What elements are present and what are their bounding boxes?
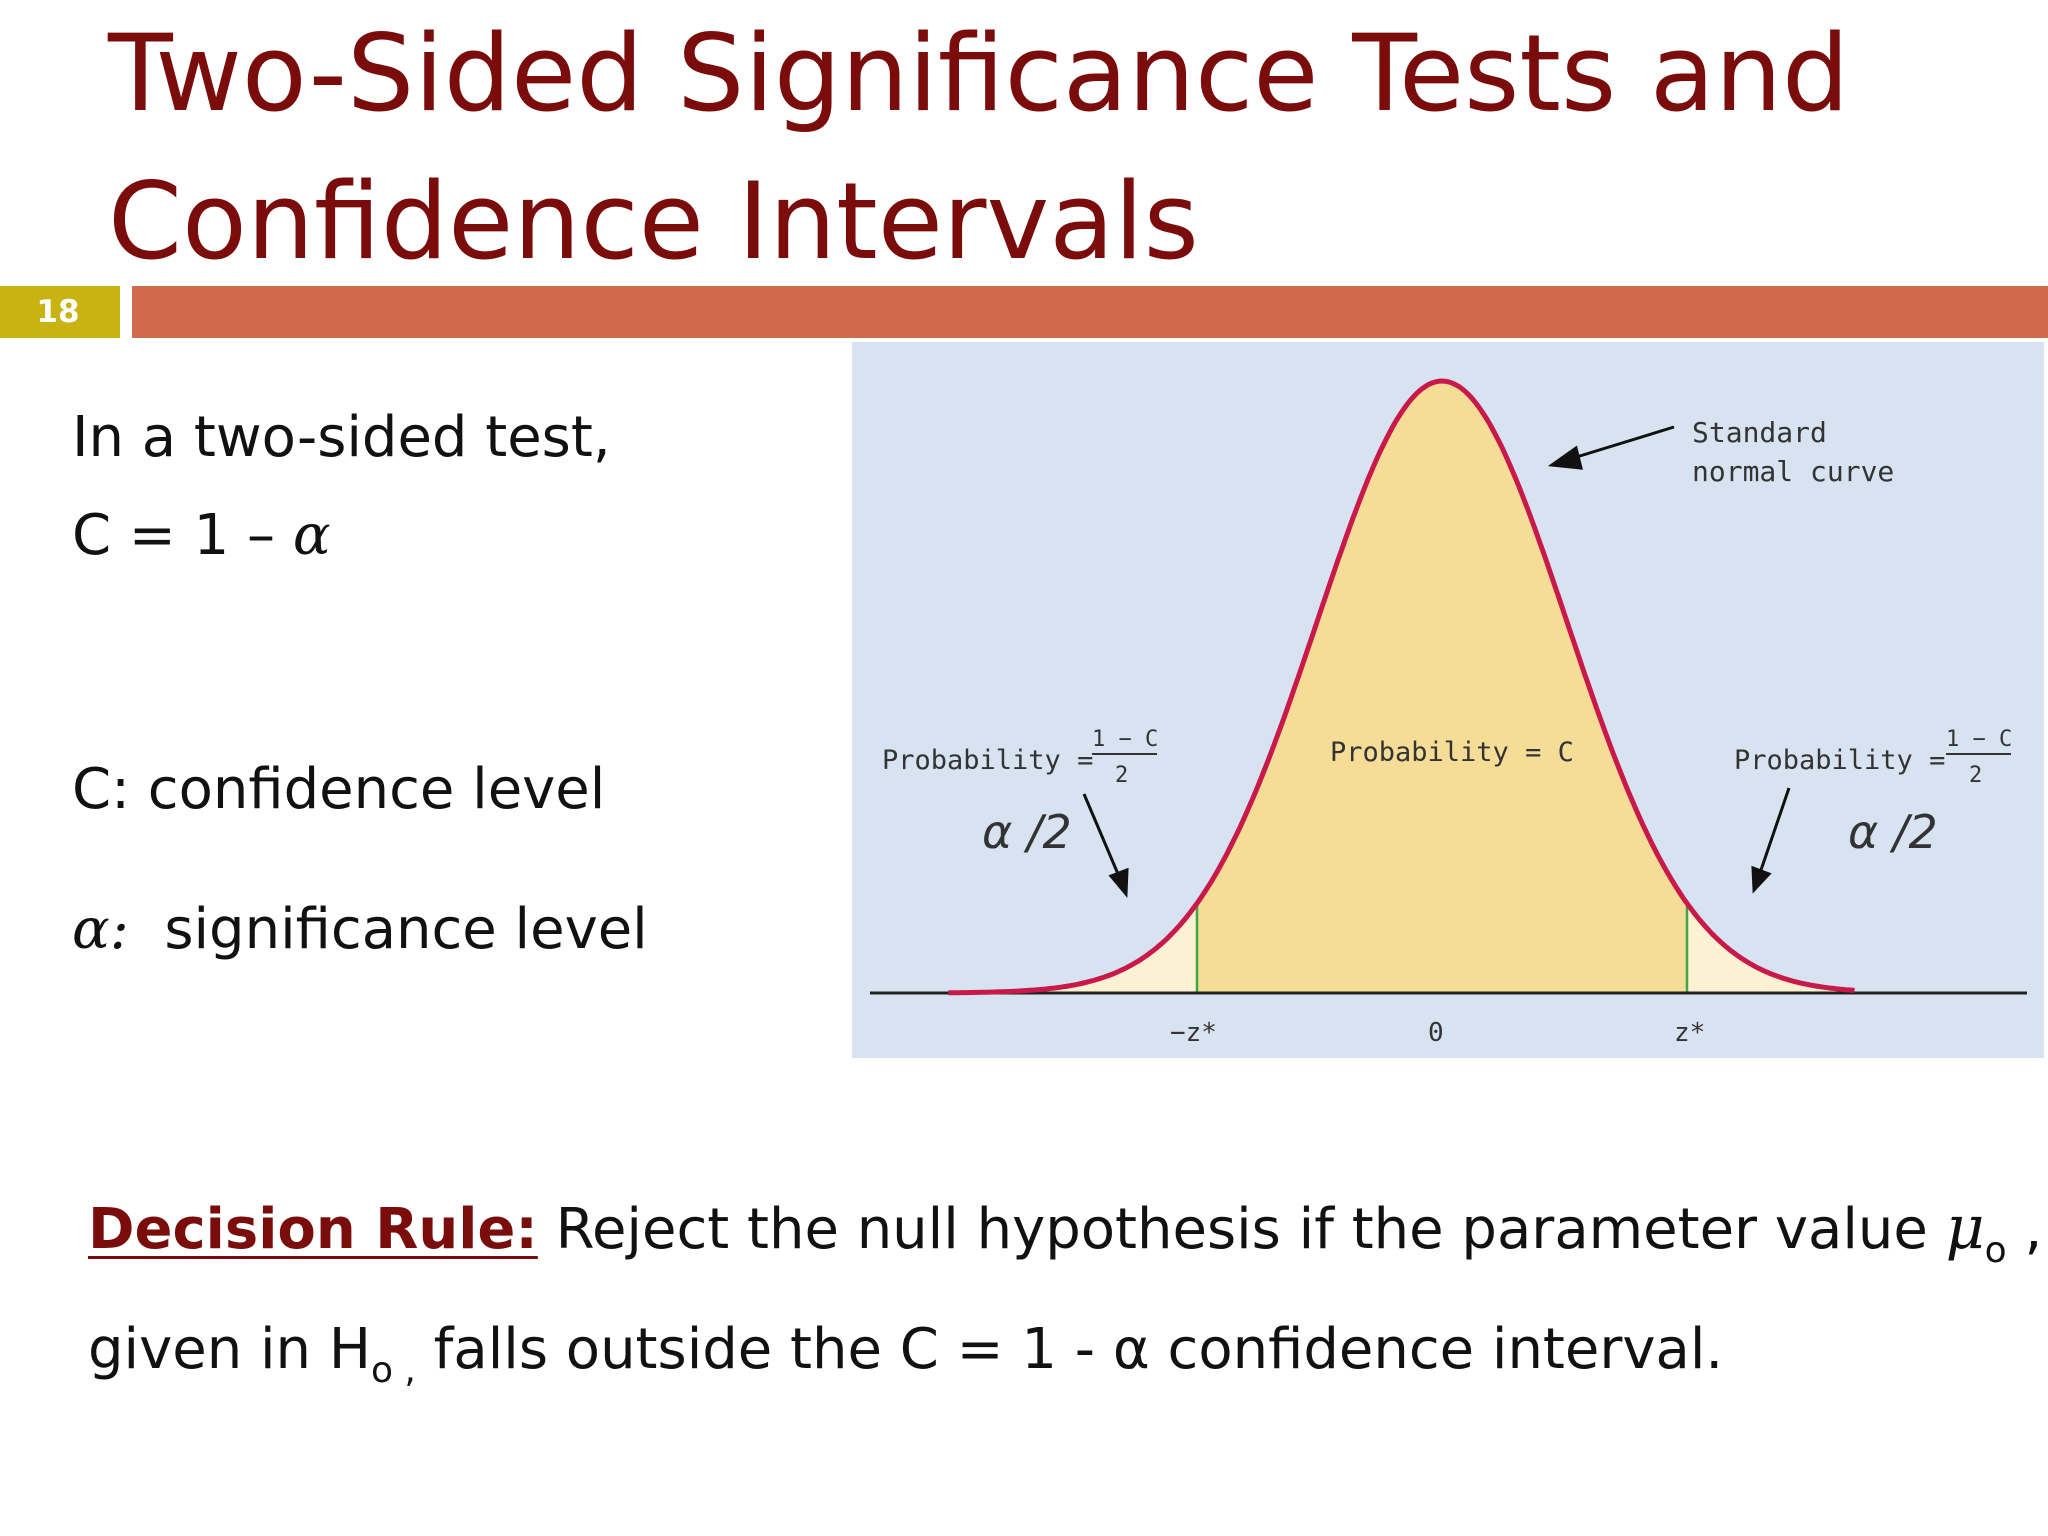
decision-rule-text1: Reject the null hypothesis if the parame… (537, 1197, 1946, 1262)
curve-label-arrow-line (1569, 425, 1675, 461)
confidence-level-definition: C: confidence level (72, 762, 605, 818)
significance-level-definition: α: significance level (72, 902, 648, 958)
decision-rule-heading: Decision Rule: (88, 1197, 538, 1262)
tick-label-z: z* (1674, 1018, 1705, 1048)
decision-rule-text2: , (2006, 1197, 2043, 1262)
significance-level-text: significance level (164, 897, 648, 962)
slide-number: 18 (0, 286, 120, 338)
left-probability-denominator: 2 (1115, 763, 1128, 788)
curve-label-arrowhead (1547, 445, 1583, 470)
curve-label-line2: normal curve (1692, 455, 1894, 488)
curve-label-line1: Standard (1692, 416, 1827, 449)
decision-rule-line2-text2: falls outside the C = 1 - α confidence i… (415, 1317, 1724, 1382)
null-hypothesis-subscript: o , (370, 1350, 416, 1391)
slide-title: Two-Sided Significance Tests and Confide… (108, 0, 2008, 296)
left-probability-label: Probability = (882, 745, 1093, 776)
left-tail-area (948, 903, 1197, 993)
left-probability-numerator: 1 − C (1092, 727, 1158, 752)
decision-rule-line2: given in Ho , falls outside the C = 1 - … (88, 1322, 1723, 1389)
title-rule-bar (132, 286, 2048, 338)
significance-alpha-symbol: α (72, 897, 110, 962)
significance-colon: : (109, 897, 129, 962)
left-tail-alpha-annotation: α /2 (982, 805, 1072, 859)
confidence-level-symbol: C (72, 757, 112, 822)
center-area (1197, 381, 1687, 993)
tick-label-zero: 0 (1428, 1018, 1444, 1048)
decision-rule-line1: Decision Rule: Reject the null hypothesi… (88, 1198, 2042, 1269)
decision-rule-line2-text1: given in H (88, 1317, 371, 1382)
tick-label-neg-z: −z* (1170, 1018, 1217, 1048)
right-probability-label: Probability = (1734, 745, 1945, 776)
left-tail-arrowhead (1108, 867, 1129, 898)
right-probability-numerator: 1 − C (1946, 727, 2012, 752)
mu-subscript: o (1984, 1230, 2007, 1271)
confidence-level-text: : confidence level (111, 757, 606, 822)
normal-curve (948, 378, 1855, 996)
right-probability-denominator: 2 (1969, 763, 1982, 788)
two-sided-test-text: In a two-sided test, (72, 405, 611, 470)
right-tail-arrow-line (1759, 787, 1791, 871)
right-tail-arrowhead (1751, 865, 1772, 894)
right-tail-area (1687, 903, 1855, 993)
normal-curve-figure: Standard normal curve Probability = 1 − … (852, 342, 2044, 1058)
normal-curve-svg: Standard normal curve Probability = 1 − … (852, 342, 2044, 1058)
confidence-formula: C = 1 – α (72, 508, 331, 564)
slide-title-line1: Two-Sided Significance Tests and (108, 12, 1850, 135)
center-probability-label: Probability = C (1330, 737, 1574, 768)
confidence-formula-prefix: C = 1 – (72, 503, 293, 568)
right-tail-alpha-annotation: α /2 (1848, 805, 1938, 859)
mu-symbol: μ (1945, 1193, 1985, 1263)
alpha-symbol: α (292, 503, 331, 568)
slide-title-line2: Confidence Intervals (108, 160, 1199, 283)
left-tail-arrow-line (1082, 793, 1120, 875)
